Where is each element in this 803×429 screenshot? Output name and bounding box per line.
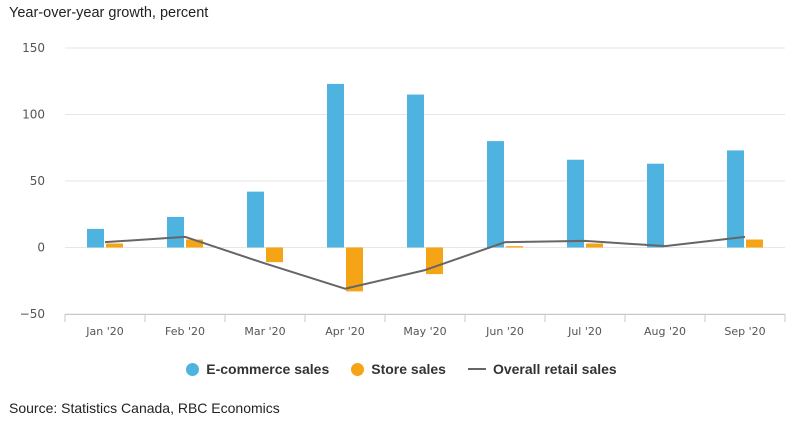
- x-tick-label: Apr '20: [325, 325, 365, 338]
- bars: [87, 83, 763, 292]
- y-axis-title: Year-over-year growth, percent: [9, 5, 209, 21]
- overall-line-swatch-icon: [467, 368, 486, 370]
- ecommerce-bar[interactable]: [247, 191, 264, 248]
- x-tick-label: May '20: [403, 325, 446, 338]
- legend-item-ecommerce[interactable]: E-commerce sales: [186, 361, 329, 377]
- x-tick-label: Jul '20: [567, 325, 602, 338]
- ecommerce-bar[interactable]: [647, 163, 664, 248]
- overall-retail-sales-line[interactable]: [104, 235, 746, 290]
- ecommerce-swatch-icon: [186, 362, 200, 376]
- ecommerce-bar[interactable]: [407, 94, 424, 248]
- x-tick-label: Jun '20: [485, 325, 524, 338]
- x-tick-label: Jan '20: [85, 325, 123, 338]
- store-bar[interactable]: [746, 239, 763, 248]
- ecommerce-bar[interactable]: [327, 83, 344, 248]
- y-tick-label: −50: [20, 307, 45, 321]
- ecommerce-bar[interactable]: [487, 141, 504, 248]
- chart-area: 150 100 50 0 −50 Jan '20 Feb '20 Mar '20 Apr '2…: [20, 41, 786, 338]
- store-swatch-icon: [351, 362, 365, 376]
- x-tick-label: Mar '20: [244, 325, 285, 338]
- store-bar[interactable]: [586, 243, 603, 248]
- source-note: Source: Statistics Canada, RBC Economics: [9, 400, 280, 416]
- y-tick-labels: 150 100 50 0 −50: [20, 41, 45, 321]
- store-bar[interactable]: [106, 243, 123, 248]
- legend-item-overall[interactable]: Overall retail sales: [467, 361, 617, 377]
- ecommerce-bar[interactable]: [567, 159, 584, 248]
- ecommerce-bar[interactable]: [167, 216, 184, 248]
- x-axis: Jan '20 Feb '20 Mar '20 Apr '20 May '20 Jun '…: [64, 314, 786, 338]
- x-tick-label: Feb '20: [165, 325, 205, 338]
- gridlines: [65, 47, 785, 315]
- legend-item-store[interactable]: Store sales: [351, 361, 446, 377]
- legend: E-commerce sales Store sales Overall ret…: [0, 361, 803, 377]
- store-bar[interactable]: [346, 247, 363, 292]
- y-tick-label: 0: [37, 241, 45, 255]
- legend-label-ecommerce: E-commerce sales: [206, 361, 330, 377]
- store-bar[interactable]: [506, 246, 523, 248]
- y-tick-label: 50: [30, 174, 45, 188]
- legend-label-overall: Overall retail sales: [492, 361, 617, 377]
- overall-line-group: [104, 235, 746, 290]
- store-bar[interactable]: [426, 247, 443, 275]
- legend-label-store: Store sales: [371, 361, 446, 377]
- y-tick-label: 100: [22, 108, 45, 122]
- x-tick-label: Sep '20: [724, 325, 765, 338]
- x-tick-label: Aug '20: [644, 325, 686, 338]
- store-bar[interactable]: [186, 239, 203, 248]
- store-bar[interactable]: [266, 247, 283, 263]
- y-tick-label: 150: [22, 41, 45, 55]
- ecommerce-bar[interactable]: [87, 228, 104, 248]
- ecommerce-bar[interactable]: [727, 150, 744, 248]
